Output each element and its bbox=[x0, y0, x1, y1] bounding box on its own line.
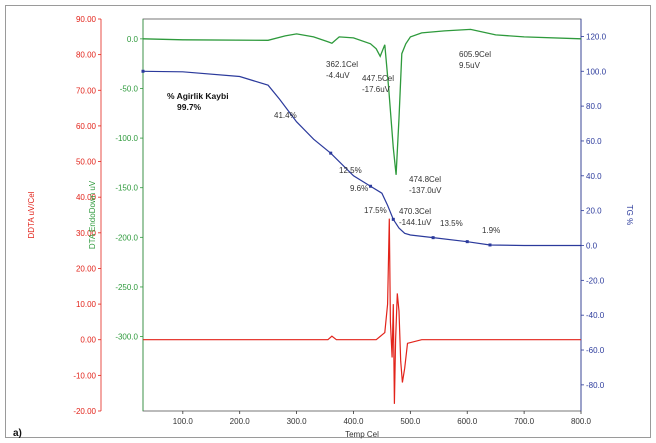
x-tick-label: 400.0 bbox=[343, 417, 364, 426]
dota-tick-label: 60.00 bbox=[76, 122, 97, 131]
annotation-447-temp: 447.5Cel bbox=[362, 74, 394, 83]
tg-tick-label: 120.0 bbox=[586, 32, 607, 41]
annotation-605-value: 9.5uV bbox=[459, 61, 481, 70]
weight-loss-13: 13.5% bbox=[440, 219, 463, 228]
dota-tick-label: 70.00 bbox=[76, 86, 97, 95]
tg-tick-label: 60.0 bbox=[586, 137, 602, 146]
tg-tick-label: 20.0 bbox=[586, 207, 602, 216]
weight-loss-total: 99.7% bbox=[177, 102, 202, 112]
annotation-470-value: -144.1uV bbox=[399, 218, 432, 227]
tg-marker bbox=[369, 184, 373, 188]
dta-tick-label: -200.0 bbox=[115, 233, 138, 242]
tg-tick-label: 80.0 bbox=[586, 102, 602, 111]
dota-axis-title: DDTA uV/Cel bbox=[27, 191, 36, 238]
dota-tick-label: 90.00 bbox=[76, 15, 97, 24]
dota-tick-label: -10.00 bbox=[73, 371, 96, 380]
tg-marker bbox=[431, 236, 435, 240]
x-tick-label: 100.0 bbox=[173, 417, 194, 426]
weight-loss-41: 41.4% bbox=[274, 111, 297, 120]
annotation-474-value: -137.0uV bbox=[409, 186, 442, 195]
dta-axis-ticks: 0.0 -50.0 -100.0 -150.0 -200.0 -250.0 -300.0 bbox=[115, 35, 143, 342]
annotation-605-temp: 605.9Cel bbox=[459, 50, 491, 59]
dota-tick-label: -20.00 bbox=[73, 407, 96, 416]
x-tick-label: 200.0 bbox=[230, 417, 251, 426]
dta-tick-label: -300.0 bbox=[115, 333, 138, 342]
tg-tick-label: -60.0 bbox=[586, 346, 605, 355]
tg-tick-label: -80.0 bbox=[586, 381, 605, 390]
dota-series-line bbox=[143, 218, 581, 404]
tg-tick-label: 0.0 bbox=[586, 241, 598, 250]
x-axis-title: Temp Cel bbox=[345, 430, 379, 439]
dota-tick-label: 20.00 bbox=[76, 264, 97, 273]
dota-tick-label: 0.00 bbox=[80, 336, 96, 345]
tg-tick-label: -40.0 bbox=[586, 311, 605, 320]
tg-tick-label: 100.0 bbox=[586, 67, 607, 76]
weight-loss-9: 9.6% bbox=[350, 184, 368, 193]
tg-step-markers bbox=[141, 69, 492, 247]
dta-axis-title: DTA EndoDown uV bbox=[88, 180, 97, 249]
x-tick-label: 800.0 bbox=[571, 417, 592, 426]
weight-loss-17: 17.5% bbox=[364, 206, 387, 215]
tg-marker bbox=[391, 217, 395, 221]
weight-loss-12: 12.5% bbox=[339, 166, 362, 175]
tg-marker bbox=[329, 151, 333, 155]
weight-loss-1: 1.9% bbox=[482, 226, 500, 235]
dota-tick-label: 50.00 bbox=[76, 158, 97, 167]
annotation-362-temp: 362.1Cel bbox=[326, 60, 358, 69]
x-tick-label: 700.0 bbox=[514, 417, 535, 426]
dota-tick-label: 10.00 bbox=[76, 300, 97, 309]
annotation-362-value: -4.4uV bbox=[326, 71, 350, 80]
annotation-470-temp: 470.3Cel bbox=[399, 207, 431, 216]
dta-tick-label: -100.0 bbox=[115, 134, 138, 143]
dta-tick-label: -150.0 bbox=[115, 184, 138, 193]
dota-tick-label: 40.00 bbox=[76, 193, 97, 202]
tg-axis-ticks: 120.0 100.0 80.0 60.0 40.0 20.0 0.0 -20.0 -40.0 -… bbox=[581, 32, 607, 390]
x-tick-label: 600.0 bbox=[457, 417, 478, 426]
dta-tick-label: 0.0 bbox=[127, 35, 139, 44]
panel-label: a) bbox=[13, 428, 22, 439]
x-tick-label: 500.0 bbox=[400, 417, 421, 426]
tg-marker bbox=[465, 240, 469, 244]
tg-axis-title: TG % bbox=[625, 205, 634, 225]
dta-tick-label: -50.0 bbox=[120, 84, 139, 93]
tg-dta-chart: 90.0080.0070.0060.0050.0040.0030.0020.00… bbox=[13, 15, 634, 439]
tg-marker bbox=[488, 243, 492, 247]
dota-axis-ticks: 90.00 80.00 70.00 60.00 50.00 40.00 30.00 20.00… bbox=[73, 15, 101, 416]
tg-series-line bbox=[142, 70, 581, 247]
dta-tick-label: -250.0 bbox=[115, 283, 138, 292]
dta-series-line bbox=[142, 28, 582, 175]
dota-tick-label: 30.00 bbox=[76, 229, 97, 238]
weight-loss-heading: % Agirlik Kaybi bbox=[167, 91, 229, 101]
tg-tick-label: -20.0 bbox=[586, 276, 605, 285]
dota-tick-label: 80.00 bbox=[76, 51, 97, 60]
x-axis-ticks: 100.0 200.0 300.0 400.0 500.0 600.0 700.0 800.0 bbox=[173, 411, 592, 426]
chart-frame: 90.00 80.00 70.00 60.00 50.00 40.00 30.00 20.00… bbox=[5, 5, 651, 439]
tg-tick-label: 40.0 bbox=[586, 172, 602, 181]
x-tick-label: 300.0 bbox=[287, 417, 308, 426]
tg-marker bbox=[141, 69, 145, 73]
annotation-447-value: -17.6uV bbox=[362, 85, 391, 94]
annotation-474-temp: 474.8Cel bbox=[409, 175, 441, 184]
